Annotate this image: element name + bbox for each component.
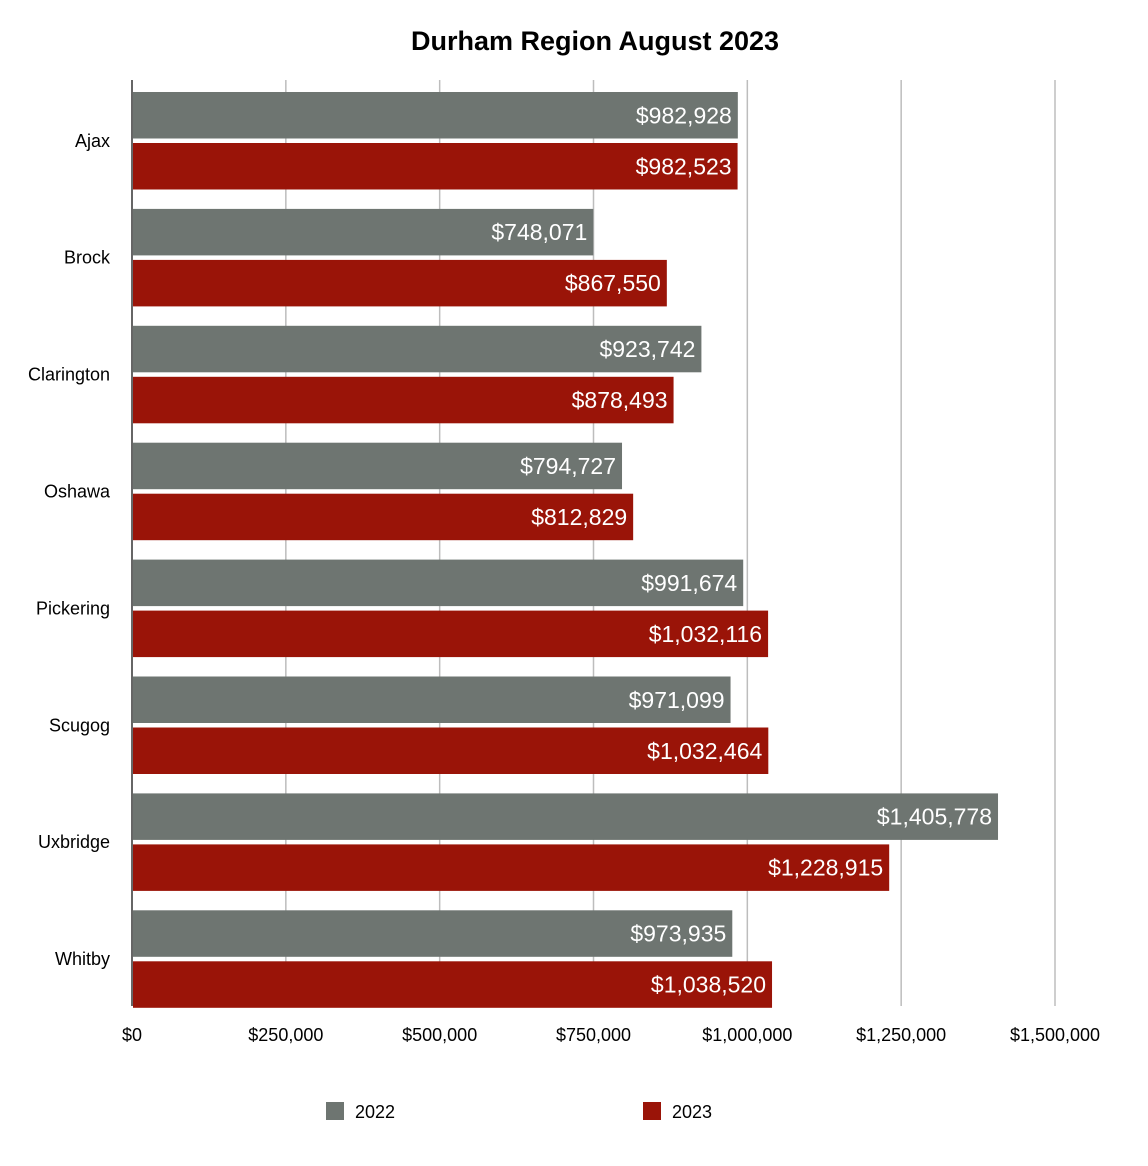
- legend-label-2023: 2023: [672, 1102, 712, 1122]
- bar-2022: [133, 793, 999, 840]
- bar-2023: [133, 610, 769, 658]
- bar-value-label: $1,038,520: [651, 972, 766, 998]
- bar-value-label: $1,032,464: [647, 738, 762, 764]
- x-tick-label: $1,000,000: [702, 1025, 792, 1045]
- bar-value-label: $991,674: [641, 570, 737, 596]
- category-label: Scugog: [49, 715, 110, 735]
- bar-2022: [133, 442, 623, 490]
- category-labels: Ajax Brock Clarington Oshawa Pickering Scugog…: [28, 131, 111, 969]
- category-label: Ajax: [75, 131, 110, 151]
- bar-2022: [133, 325, 702, 373]
- bar-2022: [133, 92, 738, 139]
- bar-value-label: $973,935: [630, 921, 726, 947]
- bar-value-label: $794,727: [520, 453, 616, 479]
- bars: [133, 92, 999, 1008]
- bar-value-label: $1,228,915: [768, 855, 883, 881]
- bar-value-label: $923,742: [599, 336, 695, 362]
- bar-value-label: $982,928: [636, 102, 732, 128]
- bar-2023: [133, 376, 674, 424]
- category-label: Uxbridge: [38, 832, 110, 852]
- bar-value-label: $1,032,116: [649, 621, 762, 647]
- bar-value-label: $878,493: [572, 387, 668, 413]
- bar-value-label: $867,550: [565, 270, 661, 296]
- bar-value-label: $1,405,778: [877, 804, 992, 830]
- x-tick-label: $250,000: [248, 1025, 323, 1045]
- bar-value-label: $812,829: [531, 504, 627, 530]
- bar-2022: [133, 910, 733, 957]
- bar-value-label: $748,071: [491, 219, 587, 245]
- legend: 2022 2023: [326, 1102, 712, 1122]
- x-axis-ticks: $0 $250,000 $500,000 $750,000 $1,000,000 $1,2…: [122, 1025, 1100, 1045]
- legend-swatch-2023: [643, 1102, 661, 1120]
- x-tick-label: $750,000: [556, 1025, 631, 1045]
- x-tick-label: $500,000: [402, 1025, 477, 1045]
- bar-2023: [133, 844, 890, 891]
- bar-2023: [133, 961, 773, 1008]
- x-tick-label: $1,250,000: [856, 1025, 946, 1045]
- bar-2023: [133, 493, 634, 541]
- category-label: Pickering: [36, 598, 110, 618]
- bar-2023: [133, 259, 667, 307]
- bar-2022: [133, 208, 594, 256]
- category-label: Brock: [64, 248, 111, 268]
- legend-label-2022: 2022: [355, 1102, 395, 1122]
- bar-labels: $982,928 $982,523 $748,071 $867,550 $923,742…: [491, 102, 992, 997]
- x-tick-label: $0: [122, 1025, 142, 1045]
- bar-value-label: $982,523: [636, 153, 732, 179]
- bar-2022: [133, 559, 744, 607]
- bar-2023: [133, 727, 769, 774]
- x-tick-label: $1,500,000: [1010, 1025, 1100, 1045]
- legend-swatch-2022: [326, 1102, 344, 1120]
- chart-title: Durham Region August 2023: [410, 26, 780, 56]
- category-label: Clarington: [28, 365, 110, 385]
- bar-2023: [133, 143, 738, 190]
- category-label: Oshawa: [44, 481, 111, 501]
- bar-2022: [133, 676, 731, 723]
- category-label: Whitby: [55, 949, 110, 969]
- bar-value-label: $971,099: [629, 687, 725, 713]
